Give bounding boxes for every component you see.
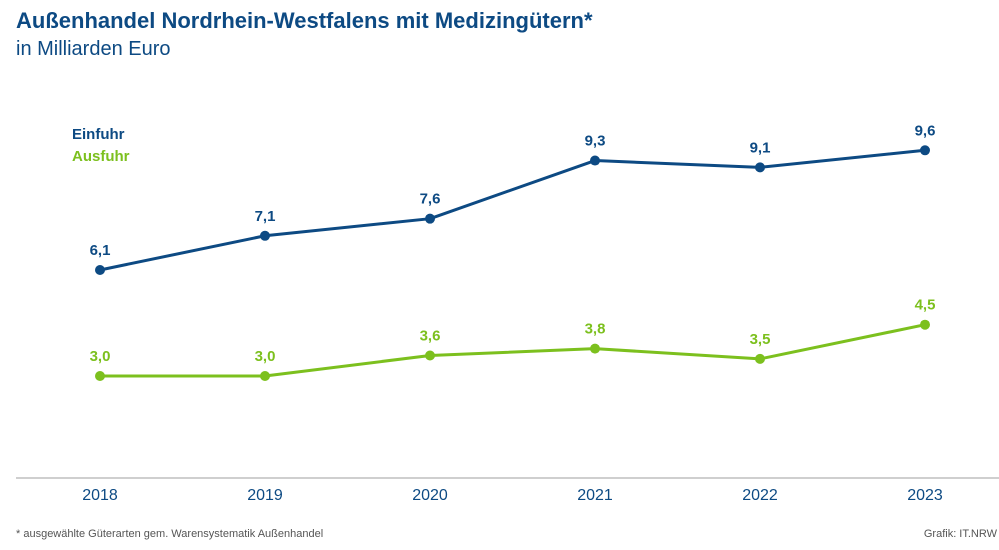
- data-point-einfuhr-2019: [260, 230, 270, 241]
- x-tick-label-2018: 2018: [82, 487, 118, 504]
- data-label-ausfuhr-2018: 3,0: [90, 348, 111, 365]
- data-label-ausfuhr-2023: 4,5: [915, 297, 936, 314]
- legend-entry-ausfuhr: Ausfuhr: [72, 148, 130, 165]
- data-point-einfuhr-2018: [95, 264, 105, 275]
- data-label-ausfuhr-2021: 3,8: [585, 321, 606, 338]
- data-label-einfuhr-2022: 9,1: [750, 139, 771, 156]
- x-tick-label-2021: 2021: [577, 487, 613, 504]
- x-tick-label-2020: 2020: [412, 487, 448, 504]
- data-point-einfuhr-2023: [920, 145, 930, 156]
- data-point-ausfuhr-2021: [590, 343, 600, 354]
- data-point-einfuhr-2020: [425, 213, 435, 224]
- data-label-einfuhr-2019: 7,1: [255, 208, 276, 225]
- data-point-ausfuhr-2018: [95, 371, 105, 381]
- chart-subtitle: in Milliarden Euro: [16, 38, 171, 60]
- legend-entry-einfuhr: Einfuhr: [72, 126, 125, 143]
- x-tick-label-2023: 2023: [907, 487, 943, 504]
- data-label-ausfuhr-2020: 3,6: [420, 327, 441, 344]
- data-point-ausfuhr-2023: [920, 319, 930, 330]
- x-tick-label-2019: 2019: [247, 487, 283, 504]
- data-point-einfuhr-2022: [755, 162, 765, 173]
- footnote: * ausgewählte Güterarten gem. Warensyste…: [16, 528, 324, 540]
- data-point-ausfuhr-2022: [755, 353, 765, 364]
- source-credit: Grafik: IT.NRW: [923, 528, 997, 540]
- chart-title: Außenhandel Nordrhein-Westfalens mit Med…: [16, 8, 593, 33]
- data-point-ausfuhr-2020: [425, 350, 435, 361]
- data-label-einfuhr-2021: 9,3: [585, 133, 606, 150]
- data-label-einfuhr-2020: 7,6: [420, 191, 441, 208]
- data-label-einfuhr-2023: 9,6: [915, 122, 936, 139]
- series-line-ausfuhr: [100, 323, 926, 378]
- data-label-ausfuhr-2019: 3,0: [255, 348, 276, 365]
- data-label-einfuhr-2018: 6,1: [90, 242, 111, 259]
- data-label-ausfuhr-2022: 3,5: [750, 331, 771, 348]
- x-tick-label-2022: 2022: [742, 487, 778, 504]
- legend: Einfuhr Ausfuhr: [72, 124, 130, 168]
- series-line-einfuhr: [99, 148, 926, 272]
- data-point-ausfuhr-2019: [260, 371, 270, 381]
- data-point-einfuhr-2021: [590, 155, 600, 166]
